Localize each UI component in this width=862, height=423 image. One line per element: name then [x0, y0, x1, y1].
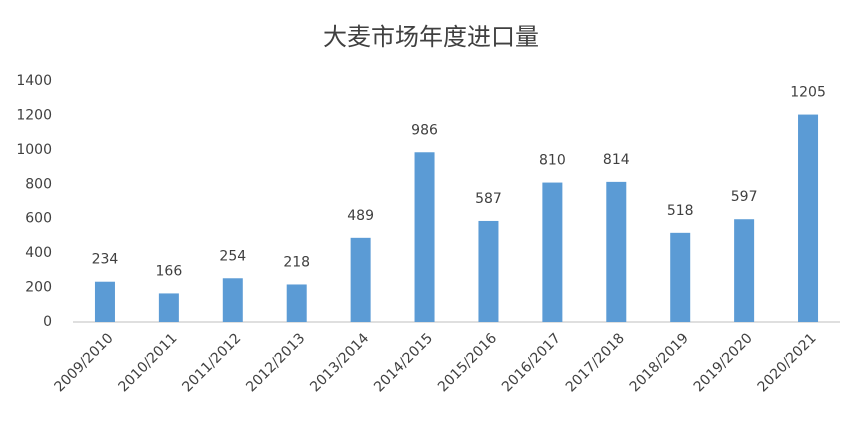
y-tick-label: 1400 — [16, 73, 52, 89]
x-tick-label: 2020/2021 — [755, 330, 820, 395]
x-tick-label: 2012/2013 — [243, 330, 308, 395]
y-tick-label: 200 — [25, 280, 52, 296]
data-label: 489 — [347, 208, 374, 224]
data-label: 597 — [731, 189, 758, 205]
x-tick-label: 2019/2020 — [691, 330, 756, 395]
y-tick-label: 600 — [25, 211, 52, 227]
bar — [350, 237, 371, 322]
data-label: 587 — [475, 191, 502, 207]
bar — [414, 152, 435, 322]
data-label: 234 — [92, 252, 119, 268]
x-tick-label: 2015/2016 — [435, 330, 500, 395]
bar — [286, 284, 307, 322]
bar — [94, 281, 115, 322]
x-tick-label: 2013/2014 — [307, 330, 372, 395]
data-label: 166 — [156, 263, 183, 279]
data-label: 1205 — [790, 85, 826, 101]
bar — [670, 232, 691, 322]
data-label: 810 — [539, 153, 566, 169]
y-tick-label: 1200 — [16, 107, 52, 123]
data-label: 254 — [219, 248, 246, 264]
y-tick-label: 800 — [25, 176, 52, 192]
bar — [606, 181, 627, 322]
data-label: 218 — [283, 254, 310, 270]
bar — [734, 219, 755, 322]
x-tick-label: 2014/2015 — [371, 330, 436, 395]
x-tick-label: 2017/2018 — [563, 330, 628, 395]
bar — [798, 114, 819, 322]
bar — [222, 278, 243, 322]
bar — [478, 220, 499, 322]
x-tick-label: 2016/2017 — [499, 330, 564, 395]
data-label: 518 — [667, 203, 694, 219]
x-tick-label: 2010/2011 — [115, 330, 180, 395]
y-tick-label: 1000 — [16, 142, 52, 158]
bar — [158, 293, 179, 322]
data-label: 986 — [411, 122, 438, 138]
data-label: 814 — [603, 152, 630, 168]
bar — [542, 182, 563, 322]
x-tick-label: 2011/2012 — [179, 330, 244, 395]
y-tick-label: 0 — [43, 314, 52, 330]
x-tick-label: 2018/2019 — [627, 330, 692, 395]
chart-title: 大麦市场年度进口量 — [323, 23, 539, 51]
y-tick-label: 400 — [25, 245, 52, 261]
x-tick-label: 2009/2010 — [52, 330, 117, 395]
